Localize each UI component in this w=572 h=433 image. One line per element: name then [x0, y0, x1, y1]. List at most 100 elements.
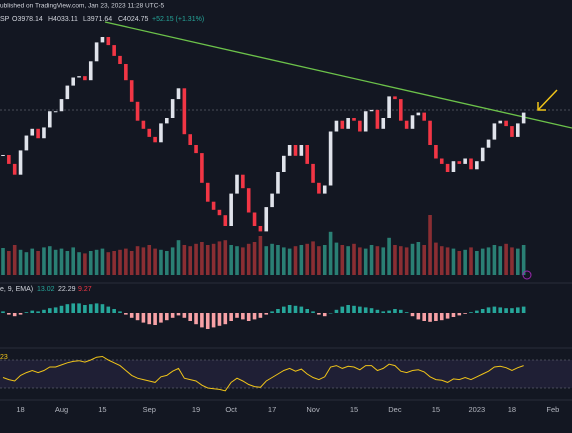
x-tick-label: 19 — [192, 405, 200, 414]
volume-bar — [363, 248, 368, 275]
candle — [205, 182, 210, 202]
volume-bar — [434, 242, 438, 275]
macd-bar — [422, 313, 426, 321]
macd-bar — [492, 306, 497, 313]
candle — [124, 64, 128, 81]
candle — [358, 120, 362, 132]
macd-bar — [18, 313, 23, 315]
candle — [463, 158, 467, 164]
macd-bar — [53, 307, 58, 313]
macd-bar — [434, 313, 438, 321]
x-tick-label: Dec — [388, 405, 402, 414]
macd-bar — [322, 313, 327, 317]
candle — [53, 111, 58, 113]
candle — [510, 126, 514, 137]
volume-bar — [129, 251, 134, 275]
macd-bar — [124, 313, 128, 315]
x-tick-label: 15 — [98, 405, 106, 414]
volume-bar — [30, 248, 35, 275]
rsi-label: 23 — [0, 354, 8, 361]
volume-bar — [416, 242, 421, 275]
candle — [18, 150, 23, 175]
volume-bar — [305, 243, 309, 275]
x-tick-label: Feb — [546, 405, 559, 414]
candle — [241, 174, 245, 189]
macd-bar — [235, 313, 239, 318]
macd-bar — [71, 303, 75, 313]
candle — [381, 118, 386, 129]
macd-bar — [457, 313, 462, 316]
macd-bar — [381, 311, 386, 313]
macd-bar — [252, 313, 257, 320]
macd-bar — [287, 305, 292, 313]
candle — [223, 215, 228, 226]
volume-bar — [176, 240, 181, 275]
candle — [287, 145, 292, 156]
macd-bar — [24, 312, 29, 313]
volume-bar — [1, 248, 5, 275]
macd-bar — [83, 305, 87, 313]
volume-bar — [12, 245, 17, 275]
candle — [165, 118, 169, 124]
trend-line — [104, 21, 572, 129]
candle — [410, 115, 415, 129]
volume-bar — [77, 252, 81, 275]
volume-bar — [334, 242, 339, 275]
candle — [71, 77, 75, 86]
candle — [170, 99, 175, 118]
macd-bar — [393, 309, 397, 313]
volume-bar — [7, 251, 11, 275]
volume-bar — [159, 249, 163, 275]
volume-bar — [457, 251, 462, 275]
candle — [194, 145, 198, 154]
volume-bar — [439, 246, 444, 275]
macd-bar — [153, 313, 157, 325]
macd-bar — [147, 313, 152, 325]
x-tick-label: Aug — [55, 405, 68, 414]
volume-bar — [48, 246, 52, 275]
candle — [182, 88, 187, 135]
candle — [94, 42, 99, 62]
candle — [363, 111, 368, 132]
volume-bar — [235, 246, 239, 275]
macd-bar — [118, 311, 122, 313]
candle — [434, 145, 438, 159]
macd-bar — [194, 313, 198, 325]
macd-bar — [1, 311, 5, 313]
macd-bar — [404, 312, 409, 313]
candle — [305, 145, 309, 164]
macd-bar — [77, 303, 81, 313]
candle — [100, 37, 105, 43]
volume-bar — [71, 247, 75, 275]
volume-bar — [211, 243, 216, 275]
volume-bar — [387, 237, 391, 275]
candle — [404, 120, 409, 129]
volume-bar — [346, 246, 350, 275]
macd-bar — [439, 313, 444, 321]
volume-bar — [492, 245, 497, 275]
candle — [445, 163, 450, 172]
volume-bar — [65, 251, 70, 275]
volume-bar — [223, 240, 228, 275]
volume-bar — [340, 245, 345, 275]
volume-bar — [299, 245, 304, 275]
macd-bar — [399, 309, 403, 313]
candle — [129, 80, 134, 102]
x-tick-label: 15 — [350, 405, 358, 414]
macd-bar — [328, 313, 333, 314]
volume-bar — [486, 247, 491, 275]
macd-bar — [270, 311, 274, 313]
macd-bar — [305, 309, 309, 313]
volume-bar — [200, 242, 204, 275]
volume-bar — [358, 247, 362, 275]
volume-bar — [311, 241, 315, 275]
macd-bar — [451, 313, 456, 317]
low: L3971.64 — [83, 16, 112, 23]
macd-bar — [410, 313, 415, 317]
macd-bar — [100, 304, 105, 313]
marker — [522, 270, 532, 280]
macd-bar — [12, 313, 17, 317]
volume-bar — [393, 245, 397, 275]
volume-bar — [53, 249, 58, 275]
